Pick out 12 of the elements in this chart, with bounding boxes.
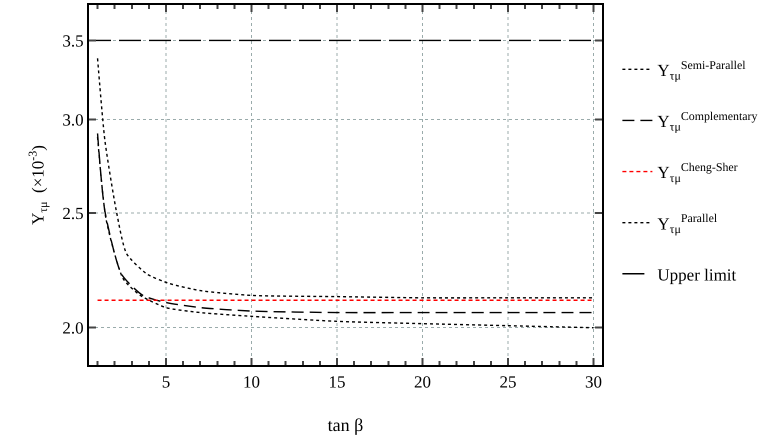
y-tick-label: 2.5 (62, 204, 84, 224)
x-tick-label: 5 (162, 372, 170, 392)
x-tick-label: 20 (414, 372, 431, 392)
y-tick-label: 3.0 (62, 110, 84, 130)
y-tick-label: 3.5 (62, 31, 84, 50)
x-tick-label: 30 (584, 372, 602, 392)
y-tick-label: 2.0 (62, 318, 84, 338)
x-tick-label: 25 (499, 372, 516, 392)
legend-label: Upper limit (657, 265, 737, 284)
x-tick-label: 10 (242, 372, 260, 392)
x-tick-label: 15 (328, 372, 346, 392)
x-axis-title: tan β (328, 415, 364, 435)
